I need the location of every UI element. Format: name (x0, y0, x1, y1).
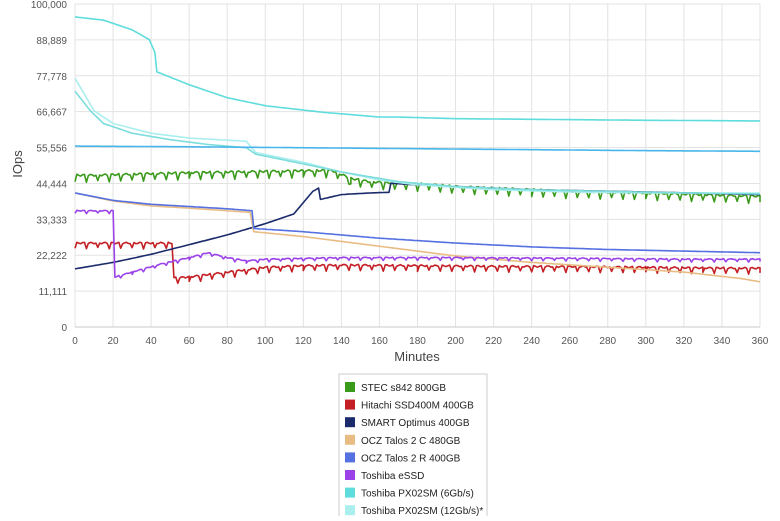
axes: 0 11,111 22,222 33,333 44,444 55,556 66,667 77,… (31, 0, 769, 347)
legend-entry: SMART Optimus 400GB (361, 418, 470, 429)
y-tick-label: 88,889 (36, 36, 67, 47)
x-tick-label: 100 (257, 336, 274, 347)
series-line-7 (74, 16, 760, 122)
legend-swatch (345, 382, 355, 392)
legend-swatch (345, 434, 355, 445)
y-tick-label: 44,444 (36, 179, 67, 190)
x-tick-label: 320 (676, 336, 693, 347)
legend-swatch (345, 399, 355, 410)
legend-entry: OCZ Talos 2 C 480GB (361, 436, 461, 447)
x-tick-label: 120 (295, 336, 312, 347)
series-lines (74, 16, 761, 285)
x-axis-label: Minutes (394, 349, 440, 364)
x-tick-label: 180 (409, 336, 426, 347)
series-line-2 (74, 241, 761, 285)
x-tick-label: 360 (752, 336, 769, 347)
legend-entry: STEC s842 800GB (361, 383, 446, 394)
x-tick-label: 60 (184, 336, 196, 347)
x-tick-label: 300 (637, 336, 654, 347)
legend-swatch (345, 470, 355, 480)
x-tick-label: 160 (371, 336, 388, 347)
x-tick-label: 20 (107, 336, 119, 347)
legend-swatch (345, 417, 355, 428)
legend-box (338, 373, 488, 521)
series-line-6 (74, 209, 761, 279)
x-tick-label: 0 (72, 336, 78, 347)
x-tick-label: 340 (714, 336, 731, 347)
series-line-1 (74, 168, 761, 205)
x-tick-label: 200 (447, 336, 464, 347)
legend-entry: Toshiba eSSD (361, 471, 424, 482)
series-line-5 (74, 192, 760, 254)
y-tick-label: 11,111 (39, 287, 68, 298)
y-tick-label: 33,333 (36, 215, 67, 226)
series-line-8 (74, 77, 760, 194)
x-tick-label: 140 (333, 336, 350, 347)
series-line-4 (74, 192, 761, 283)
series-line-9 (74, 90, 760, 195)
x-tick-label: 260 (561, 336, 578, 347)
legend-swatch (345, 505, 355, 516)
legend-entry: Hitachi SSD400M 400GB (361, 401, 474, 412)
x-tick-label: 280 (599, 336, 616, 347)
y-tick-label: 100,000 (31, 0, 68, 11)
legend-entry: Toshiba PX02SM (12Gb/s)* (361, 506, 483, 516)
x-tick-label: 220 (485, 336, 502, 347)
x-tick-label: 240 (523, 336, 540, 347)
y-tick-label: 77,778 (36, 72, 67, 83)
legend-entry: Toshiba PX02SM (6Gb/s) (361, 489, 474, 500)
y-tick-label: 0 (61, 323, 67, 334)
grid (74, 3, 761, 328)
y-axis-label: IOps (10, 150, 25, 178)
x-tick-label: 40 (146, 336, 158, 347)
x-tick-label: 80 (222, 336, 234, 347)
legend-swatch (345, 452, 355, 463)
y-tick-label: 55,556 (36, 144, 67, 155)
legend: STEC s842 800GB Hitachi SSD400M 400GB SMAR… (338, 373, 488, 521)
series-line-10 (75, 145, 760, 153)
legend-swatch (345, 487, 355, 498)
legend-entry: OCZ Talos 2 R 400GB (361, 453, 461, 464)
y-tick-label: 22,222 (36, 251, 67, 262)
y-tick-label: 66,667 (36, 108, 67, 119)
